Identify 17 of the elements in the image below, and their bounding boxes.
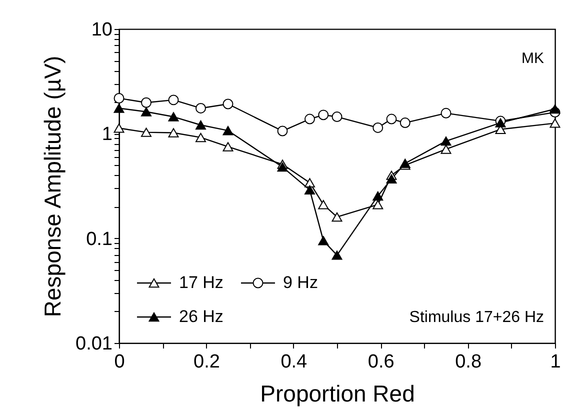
x-tick-label: 0.4 (280, 352, 308, 372)
x-tick-label: 0 (114, 352, 125, 372)
y-tick-label: 1 (102, 124, 112, 146)
legend-label: 9 Hz (283, 273, 318, 292)
y-tick-label: 10 (91, 20, 112, 40)
y-tick-label: 0.1 (86, 228, 112, 250)
x-tick-label: 1 (550, 352, 561, 372)
annotation: Stimulus 17+26 Hz (409, 309, 544, 326)
y-tick-label: 0.01 (76, 334, 112, 354)
annotation: MK (522, 50, 544, 67)
x-axis-title: Proportion Red (260, 380, 415, 406)
x-tick-label: 0.8 (455, 352, 482, 372)
legend-label: 17 Hz (179, 273, 224, 292)
x-tick-label: 0.2 (193, 352, 220, 372)
legend-label: 26 Hz (179, 307, 224, 326)
x-tick-label: 0.6 (368, 352, 394, 372)
y-axis-title: Response Amplitude (µV) (40, 56, 66, 318)
